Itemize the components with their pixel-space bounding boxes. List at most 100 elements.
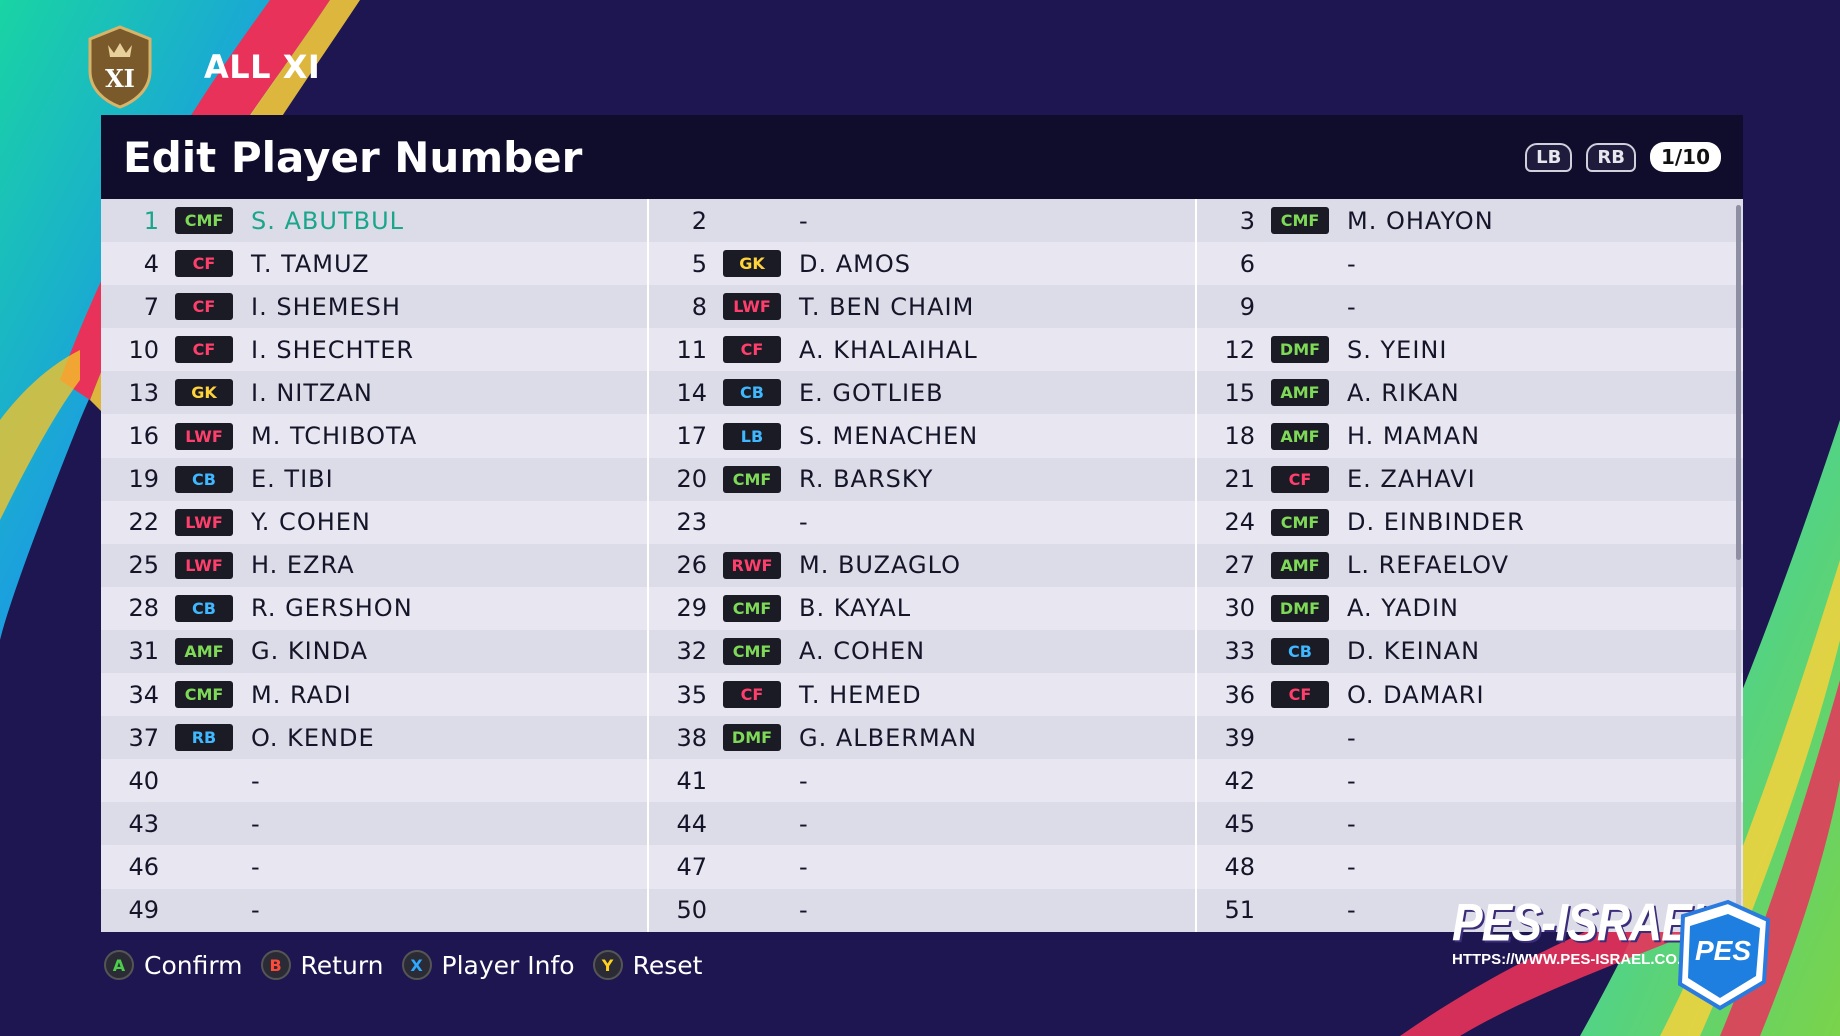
shirt-number: 6	[1239, 249, 1255, 278]
number-row[interactable]: 21 CF E. ZAHAVI	[1197, 457, 1743, 501]
number-row[interactable]: 8 LWF T. BEN CHAIM	[649, 285, 1195, 329]
number-row[interactable]: 11 CF A. KHALAIHAL	[649, 328, 1195, 372]
number-row[interactable]: 19 CB E. TIBI	[101, 457, 647, 501]
number-row[interactable]: 22 LWF Y. COHEN	[101, 500, 647, 544]
number-row[interactable]: 30 DMF A. YADIN	[1197, 586, 1743, 630]
position-badge: DMF	[1271, 336, 1329, 364]
player-name: -	[799, 766, 809, 795]
number-row[interactable]: 35 CF T. HEMED	[649, 673, 1195, 717]
number-row[interactable]: 27 AMF L. REFAELOV	[1197, 543, 1743, 587]
return-button[interactable]: B Return	[260, 950, 384, 980]
player-name: D. KEINAN	[1347, 637, 1481, 666]
team-badge-icon: XI	[88, 25, 152, 109]
number-row[interactable]: 37 RB O. KENDE	[101, 716, 647, 760]
shirt-number: 29	[676, 594, 707, 623]
shirt-number: 51	[1224, 896, 1255, 925]
number-row[interactable]: 50 -	[649, 888, 1195, 932]
number-row[interactable]: 25 LWF H. EZRA	[101, 543, 647, 587]
number-row[interactable]: 38 DMF G. ALBERMAN	[649, 716, 1195, 760]
number-row[interactable]: 49 -	[101, 888, 647, 932]
number-row[interactable]: 28 CB R. GERSHON	[101, 586, 647, 630]
number-row[interactable]: 20 CMF R. BARSKY	[649, 457, 1195, 501]
number-row[interactable]: 31 AMF G. KINDA	[101, 629, 647, 674]
rb-button[interactable]: RB	[1586, 142, 1636, 172]
confirm-button[interactable]: A Confirm	[104, 950, 243, 980]
number-row[interactable]: 34 CMF M. RADI	[101, 673, 647, 717]
number-row[interactable]: 29 CMF B. KAYAL	[649, 586, 1195, 630]
position-badge: AMF	[175, 637, 233, 665]
number-row[interactable]: 6-	[1197, 242, 1743, 286]
button-label: Reset	[632, 950, 703, 980]
position-badge: GK	[175, 379, 233, 407]
shirt-number: 26	[676, 551, 707, 580]
number-row[interactable]: 2-	[649, 199, 1195, 243]
player-name: H. EZRA	[251, 551, 355, 580]
team-name: ALL XI	[204, 48, 321, 86]
number-row[interactable]: 18 AMF H. MAMAN	[1197, 414, 1743, 458]
scrollbar-thumb[interactable]	[1736, 205, 1741, 560]
number-row[interactable]: 14 CB E. GOTLIEB	[649, 371, 1195, 415]
number-row[interactable]: 26 RWF M. BUZAGLO	[649, 543, 1195, 587]
player-name: I. SHEMESH	[251, 292, 401, 321]
number-row[interactable]: 33 CB D. KEINAN	[1197, 629, 1743, 674]
number-row[interactable]: 15 AMF A. RIKAN	[1197, 371, 1743, 415]
shirt-number: 32	[676, 637, 707, 666]
number-row[interactable]: 3 CMF M. OHAYON	[1197, 199, 1743, 243]
player-name: E. TIBI	[251, 465, 334, 494]
number-row[interactable]: 41 -	[649, 759, 1195, 803]
number-row[interactable]: 1 CMF S. ABUTBUL	[101, 199, 647, 243]
shirt-number: 21	[1224, 465, 1255, 494]
position-badge: LWF	[175, 422, 233, 450]
shirt-number: 44	[676, 809, 707, 838]
number-row[interactable]: 45 -	[1197, 802, 1743, 846]
number-row[interactable]: 39 -	[1197, 716, 1743, 760]
number-row[interactable]: 32 CMF A. COHEN	[649, 629, 1195, 674]
number-row[interactable]: 46 -	[101, 845, 647, 889]
player-name: O. KENDE	[251, 723, 375, 752]
number-row[interactable]: 40 -	[101, 759, 647, 803]
shirt-number: 43	[128, 809, 159, 838]
number-row[interactable]: 42 -	[1197, 759, 1743, 803]
number-row[interactable]: 13 GK I. NITZAN	[101, 371, 647, 415]
number-row[interactable]: 51 -	[1197, 888, 1743, 932]
number-row[interactable]: 48 -	[1197, 845, 1743, 889]
player-name: -	[799, 809, 809, 838]
position-badge: CF	[1271, 465, 1329, 493]
shirt-number: 50	[676, 896, 707, 925]
shirt-number: 19	[128, 465, 159, 494]
page-indicator: 1/10	[1649, 142, 1721, 172]
number-row[interactable]: 24 CMF D. EINBINDER	[1197, 500, 1743, 544]
number-row[interactable]: 5 GK D. AMOS	[649, 242, 1195, 286]
position-badge: CF	[175, 293, 233, 321]
position-badge: CMF	[1271, 508, 1329, 536]
shirt-number: 7	[143, 292, 159, 321]
lb-button[interactable]: LB	[1525, 142, 1573, 172]
player-name: I. NITZAN	[251, 378, 373, 407]
number-row[interactable]: 12 DMF S. YEINI	[1197, 328, 1743, 372]
shirt-number: 39	[1224, 723, 1255, 752]
number-row[interactable]: 17 LB S. MENACHEN	[649, 414, 1195, 458]
player-name: B. KAYAL	[799, 594, 912, 623]
number-row[interactable]: 4 CF T. TAMUZ	[101, 242, 647, 286]
position-badge: LWF	[723, 293, 781, 321]
player-name: D. AMOS	[799, 249, 911, 278]
number-row[interactable]: 44 -	[649, 802, 1195, 846]
reset-button[interactable]: Y Reset	[592, 950, 703, 980]
player-name: -	[1347, 292, 1357, 321]
number-row[interactable]: 47 -	[649, 845, 1195, 889]
player-info-button[interactable]: X Player Info	[401, 950, 575, 980]
shirt-number: 16	[128, 422, 159, 451]
scrollbar-track[interactable]	[1736, 205, 1741, 925]
number-row[interactable]: 9-	[1197, 285, 1743, 329]
position-badge: CF	[175, 250, 233, 278]
position-badge: CB	[175, 465, 233, 493]
number-row[interactable]: 23 -	[649, 500, 1195, 544]
position-badge	[723, 853, 781, 880]
player-name: -	[251, 809, 261, 838]
number-row[interactable]: 16 LWF M. TCHIBOTA	[101, 414, 647, 458]
number-row[interactable]: 36 CF O. DAMARI	[1197, 673, 1743, 717]
number-row[interactable]: 43 -	[101, 802, 647, 846]
number-row[interactable]: 10 CF I. SHECHTER	[101, 328, 647, 372]
player-name: Y. COHEN	[251, 508, 371, 537]
number-row[interactable]: 7 CF I. SHEMESH	[101, 285, 647, 329]
